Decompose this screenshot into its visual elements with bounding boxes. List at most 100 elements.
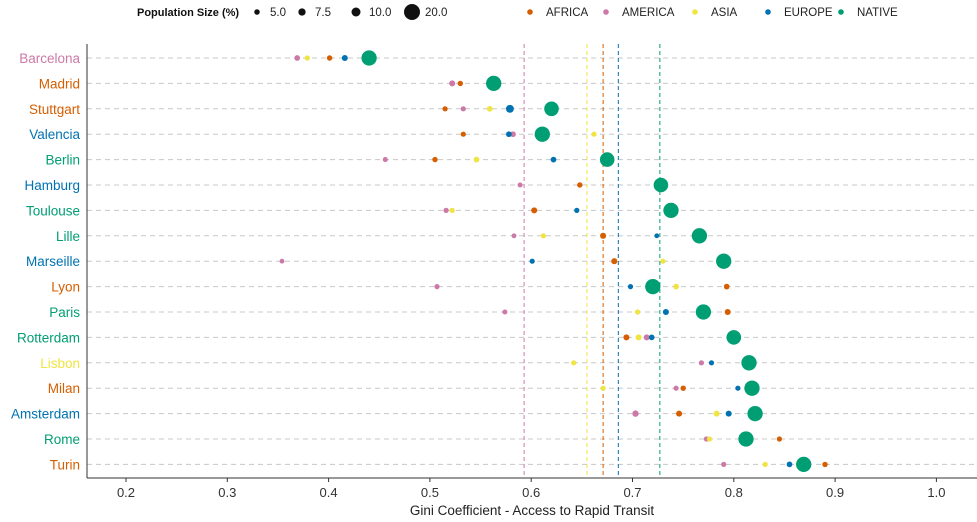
x-tick-label: 1.0 [927,485,945,500]
point-milan-asia [600,385,606,391]
point-stuttgart-native [544,101,559,117]
x-axis-ticks: 0.2 0.3 0.4 0.5 0.6 0.7 0.8 0.9 1.0 [117,478,945,500]
point-rotterdam-africa [623,334,630,341]
city-label: Lyon [51,280,80,295]
point-turin-native [796,456,812,473]
point-barcelona-asia [304,55,310,61]
size-legend-label: 7.5 [315,7,331,19]
point-milan-africa [680,385,686,391]
x-tick-label: 0.4 [320,485,338,500]
point-rotterdam-america [643,334,650,341]
point-turin-europe [786,461,793,468]
city-label: Paris [49,305,80,320]
point-madrid-africa [457,80,464,87]
x-tick-label: 0.7 [623,485,641,500]
point-hamburg-africa [577,182,583,188]
point-lille-asia [540,233,547,239]
group-legend-label: AMERICA [622,7,675,19]
city-label: Toulouse [26,203,80,218]
city-label: Turin [50,457,80,472]
group-legend-label: AFRICA [546,7,589,19]
size-legend-dot [254,9,260,15]
point-berlin-native [599,152,615,167]
point-berlin-africa [432,156,438,163]
size-legend-label: 5.0 [270,7,286,19]
city-label: Valencia [29,127,80,142]
point-marseille-africa [611,258,618,265]
point-hamburg-native [653,177,669,193]
gridlines [87,57,977,465]
point-barcelona-america [294,55,301,61]
size-legend: 5.0 7.5 10.0 20.0 [254,4,447,20]
point-lisbon-europe [708,360,715,366]
point-stuttgart-europe [505,104,514,113]
x-tick-label: 0.8 [725,485,743,500]
x-tick-label: 0.2 [117,485,135,500]
point-madrid-america [449,80,456,87]
point-lisbon-native [741,355,757,371]
point-marseille-native [716,253,732,269]
point-barcelona-europe [341,54,348,62]
size-legend-dot [351,7,361,17]
x-tick-label: 0.5 [421,485,439,500]
size-legend-label: 20.0 [425,7,447,19]
point-paris-asia [634,309,641,315]
point-valencia-native [534,126,550,142]
group-legend-dot [527,9,533,15]
point-amsterdam-asia [713,410,720,417]
point-hamburg-america [517,182,523,188]
point-toulouse-asia [449,207,455,214]
point-stuttgart-asia [486,105,493,112]
point-toulouse-america [443,207,449,214]
point-lyon-africa [723,283,730,290]
city-label: Madrid [39,76,80,91]
point-paris-africa [724,308,731,316]
point-barcelona-africa [326,55,333,61]
point-toulouse-africa [531,207,538,214]
point-rotterdam-native [726,330,742,345]
point-lille-native [691,228,708,244]
point-lisbon-america [698,360,705,366]
point-toulouse-native [663,202,679,219]
point-lisbon-asia [571,360,577,366]
point-amsterdam-europe [725,410,732,417]
point-stuttgart-america [460,106,466,112]
point-marseille-europe [529,258,535,264]
group-legend-dot [765,9,771,15]
point-rome-asia [706,436,713,442]
x-tick-label: 0.9 [826,485,844,500]
legend: Population Size (%) 5.0 7.5 10.0 20.0 AFRIC… [137,4,898,20]
group-legend-label: NATIVE [857,7,898,19]
city-label: Lisbon [40,356,80,371]
city-label: Milan [48,381,80,396]
point-rotterdam-asia [635,334,642,341]
point-lyon-america [434,283,440,290]
point-amsterdam-america [632,410,639,417]
point-amsterdam-native [747,405,763,422]
point-valencia-africa [460,131,466,137]
city-label: Marseille [26,254,80,269]
size-legend-dot [404,4,420,20]
point-barcelona-native [361,50,377,66]
point-paris-native [695,304,712,320]
point-milan-native [744,380,760,396]
point-marseille-america [279,258,285,264]
point-lille-africa [600,232,607,239]
point-milan-europe [735,385,741,391]
point-rome-africa [776,436,783,442]
city-label: Hamburg [24,178,80,193]
point-paris-europe [662,308,669,316]
point-milan-america [673,385,679,391]
size-legend-dot [298,8,306,16]
point-turin-africa [822,461,828,468]
point-rotterdam-europe [648,334,655,341]
city-label: Amsterdam [11,407,80,422]
group-legend-label: ASIA [711,7,738,19]
group-legend-dot [838,9,844,15]
city-labels: Barcelona Madrid Stuttgart Valencia Berlin Ha… [11,51,81,472]
point-turin-asia [762,461,768,468]
point-madrid-native [486,75,502,92]
point-lyon-native [645,278,661,295]
size-legend-title: Population Size (%) [137,7,239,19]
